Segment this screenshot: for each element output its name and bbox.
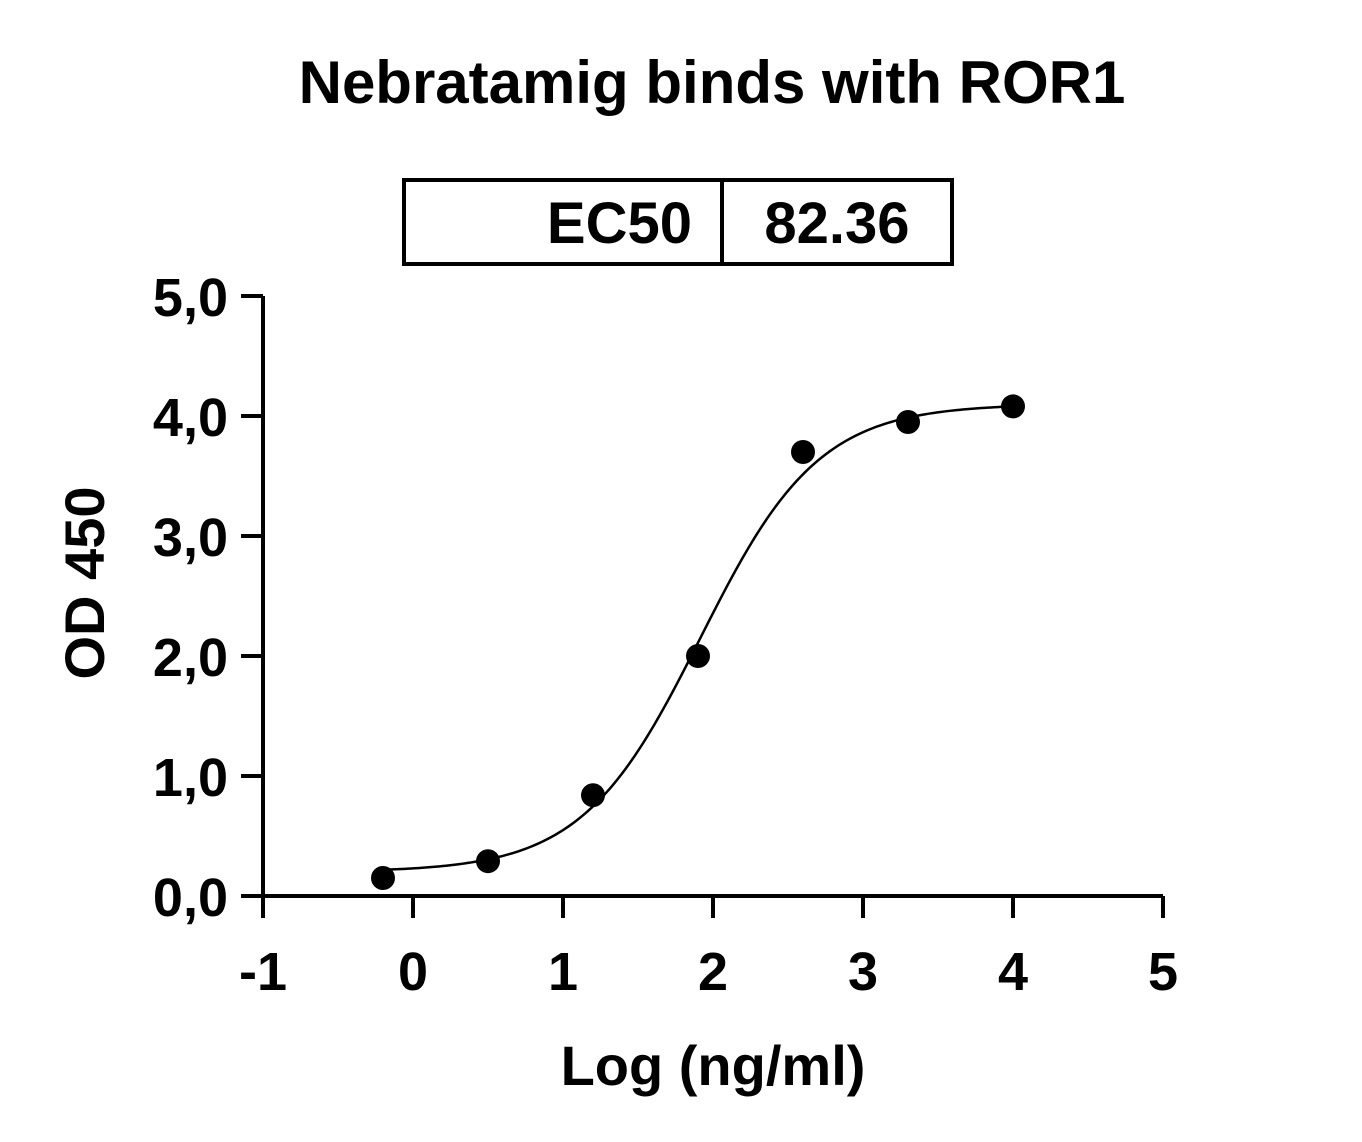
- x-axis: -1 0 1 2 3 4 5: [239, 894, 1178, 1002]
- data-point: [791, 440, 815, 464]
- data-point: [371, 866, 395, 890]
- x-tick-label: 0: [398, 942, 428, 1002]
- y-tick-label: 4,0: [153, 388, 228, 448]
- y-axis-label: OD 450: [53, 487, 116, 680]
- x-tick-label: 1: [548, 942, 578, 1002]
- y-tick-label: 2,0: [153, 628, 228, 688]
- data-point: [896, 410, 920, 434]
- y-tick-label: 5,0: [153, 268, 228, 328]
- data-point: [1001, 394, 1025, 419]
- chart-title: Nebratamig binds with ROR1: [299, 49, 1126, 116]
- y-tick-label: 3,0: [153, 508, 228, 568]
- y-axis: 0,0 1,0 2,0 3,0 4,0 5,0: [153, 268, 265, 928]
- ec50-label: EC50: [547, 191, 692, 256]
- x-tick-label: 4: [998, 942, 1028, 1002]
- y-tick-label: 1,0: [153, 748, 228, 808]
- data-point: [686, 644, 710, 668]
- x-tick-label: 5: [1148, 942, 1178, 1002]
- x-tick-label: -1: [239, 942, 287, 1002]
- ec50-value: 82.36: [764, 191, 909, 256]
- x-axis-label: Log (ng/ml): [561, 1034, 866, 1097]
- data-point: [581, 783, 605, 808]
- ec50-table-border: [402, 178, 954, 266]
- data-points: [371, 394, 1025, 890]
- x-tick-label: 2: [698, 942, 728, 1002]
- data-point: [476, 849, 500, 874]
- x-tick-label: 3: [848, 942, 878, 1002]
- ec50-table: EC50 82.36: [402, 178, 954, 266]
- y-tick-label: 0,0: [153, 868, 228, 928]
